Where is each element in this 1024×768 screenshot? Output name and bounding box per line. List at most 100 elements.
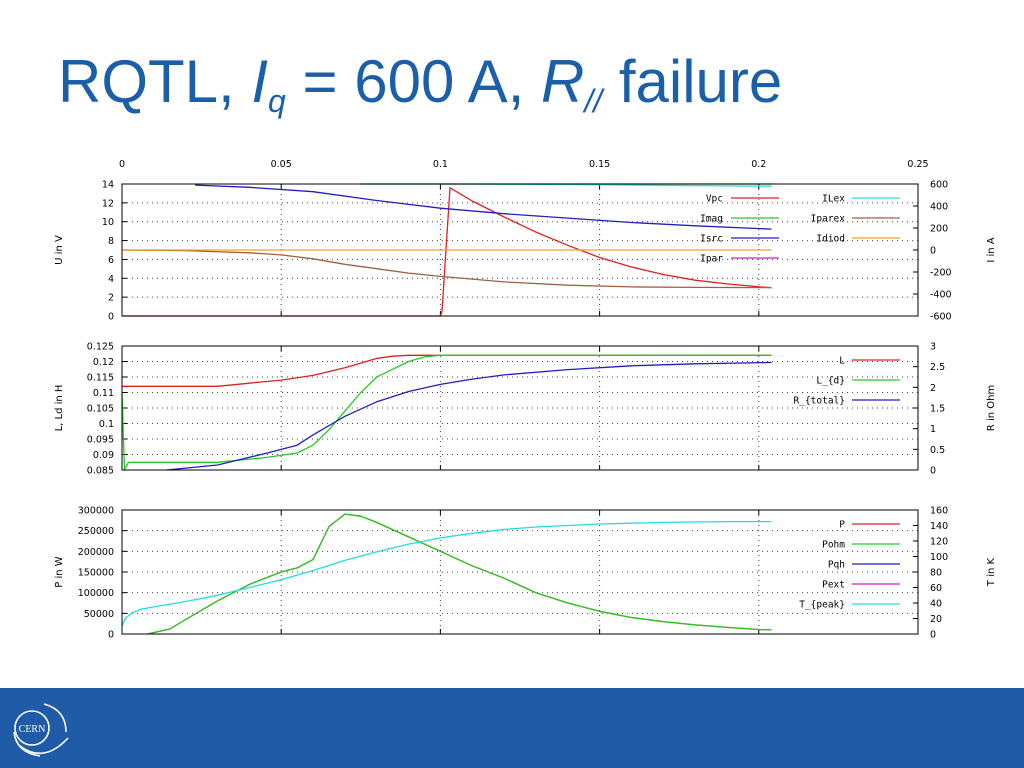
title-resistance-subscript: // [584,83,603,119]
y-tick-label: 0.115 [87,373,114,384]
y-tick-label: 250000 [78,526,114,537]
y-tick-label: 0 [108,312,114,323]
title-resistance-symbol: R// [541,48,603,119]
chart-panel-1: 0 2 4 6 8 10 12 14 -600 -400 -200 0 200 400 600 0 0.05 0.… [54,159,997,323]
y2-tick-label: 80 [930,568,942,579]
footer-bar: CERN [0,688,1024,768]
y2-tick-label: -200 [930,268,952,279]
legend-label: L [839,356,845,367]
chart-panel-3: 0 50000 100000 150000 200000 250000 300000 0 20 4… [54,506,997,641]
y-tick-label: 100000 [78,588,114,599]
legend-label: R_{total} [794,396,845,407]
y-tick-label: 12 [102,198,114,209]
title-suffix: failure [602,48,783,115]
y2-axis-title: R in Ohm [986,385,997,431]
series-line-T_{peak} [121,520,772,627]
y2-axis-title: T in K [986,557,997,587]
legend-label: ILex [822,194,845,205]
y2-axis-title: I in A [986,237,997,262]
y-tick-label: 0.11 [93,388,114,399]
y2-tick-label: 0 [930,246,936,257]
y2-tick-label: 100 [930,552,948,563]
y-tick-label: 0.095 [87,435,114,446]
y2-tick-label: 400 [930,202,948,213]
series-line-Isrc [195,184,772,230]
y2-tick-label: 600 [930,180,948,191]
x-tick-label: 0.1 [433,159,448,170]
series-line-L_{d} [121,354,772,471]
y-tick-label: 0.09 [93,450,114,461]
cern-logo: CERN [13,703,69,757]
y-tick-label: 300000 [78,506,114,517]
y-tick-label: 150000 [78,568,114,579]
legend-label: Pohm [822,540,845,551]
legend-label: Isrc [700,234,723,245]
y2-tick-label: 160 [930,506,948,517]
y-tick-label: 0.125 [87,342,114,353]
y-tick-label: 0.1 [99,419,114,430]
y2-tick-label: -600 [930,312,952,323]
x-tick-label: 0.2 [751,159,766,170]
title-current-symbol: Iq [251,48,286,119]
plot-frame [121,345,919,471]
x-tick-label: 0 [119,159,125,170]
legend-label: P [839,520,845,531]
y-tick-label: 8 [108,236,114,247]
title-middle: = 600 A, [285,48,542,115]
legend-label: Pext [822,580,845,591]
title-current-subscript: q [268,83,286,119]
legend-label: Ipar [700,254,723,265]
y2-tick-label: 0 [930,466,936,477]
y-axis-title: P in W [54,556,65,588]
x-tick-label: 0.15 [589,159,610,170]
y2-tick-label: -400 [930,290,952,301]
slide-title: RQTL, Iq = 600 A, R// failure [58,40,782,143]
series-line-Pohm [147,513,772,635]
legend-label: Iparex [811,214,846,225]
y-tick-label: 0.105 [87,404,114,415]
y2-tick-label: 140 [930,521,948,532]
legend-label: Vpc [706,194,723,205]
legend-label: Idiod [816,234,845,245]
y2-tick-label: 3 [930,342,936,353]
y2-tick-label: 40 [930,599,942,610]
y-tick-label: 4 [108,274,114,285]
series-line-P [147,513,772,635]
y-tick-label: 0 [108,630,114,641]
y-axis-title: L, Ld in H [54,385,65,432]
chart-panel-2: 0.085 0.09 0.095 0.1 0.105 0.11 0.115 0.12 0.125… [54,342,997,477]
x-tick-label: 0.25 [907,159,928,170]
y2-tick-label: 0 [930,630,936,641]
y-tick-label: 14 [102,180,114,191]
y-tick-label: 50000 [84,609,114,620]
y2-tick-label: 120 [930,537,948,548]
y2-tick-label: 200 [930,224,948,235]
y-tick-label: 10 [102,217,114,228]
plot-frame [121,183,919,317]
y2-tick-label: 1 [930,424,936,435]
y-tick-label: 0.12 [93,357,114,368]
y2-tick-label: 60 [930,583,942,594]
y-tick-label: 2 [108,293,114,304]
y-axis-title: U in V [54,235,65,265]
series-line-Iparex [121,249,772,289]
y-tick-label: 0.085 [87,466,114,477]
legend-label: Imag [700,214,723,225]
series-line-Vpc [122,187,772,317]
y-tick-label: 6 [108,255,114,266]
series-line-L [122,354,772,387]
legend-label: L_{d} [816,376,845,387]
y2-tick-label: 2 [930,383,936,394]
x-tick-label: 0.05 [271,159,292,170]
legend-label: Pqh [828,560,845,571]
y2-tick-label: 20 [930,614,942,625]
cern-logo-text: CERN [19,724,46,735]
y2-tick-label: 2.5 [930,362,945,373]
y2-tick-label: 0.5 [930,445,945,456]
title-prefix: RQTL, [58,48,252,115]
y2-tick-label: 1.5 [930,404,945,415]
y-tick-label: 200000 [78,547,114,558]
plot-frame [121,509,919,635]
legend-label: T_{peak} [799,600,845,611]
